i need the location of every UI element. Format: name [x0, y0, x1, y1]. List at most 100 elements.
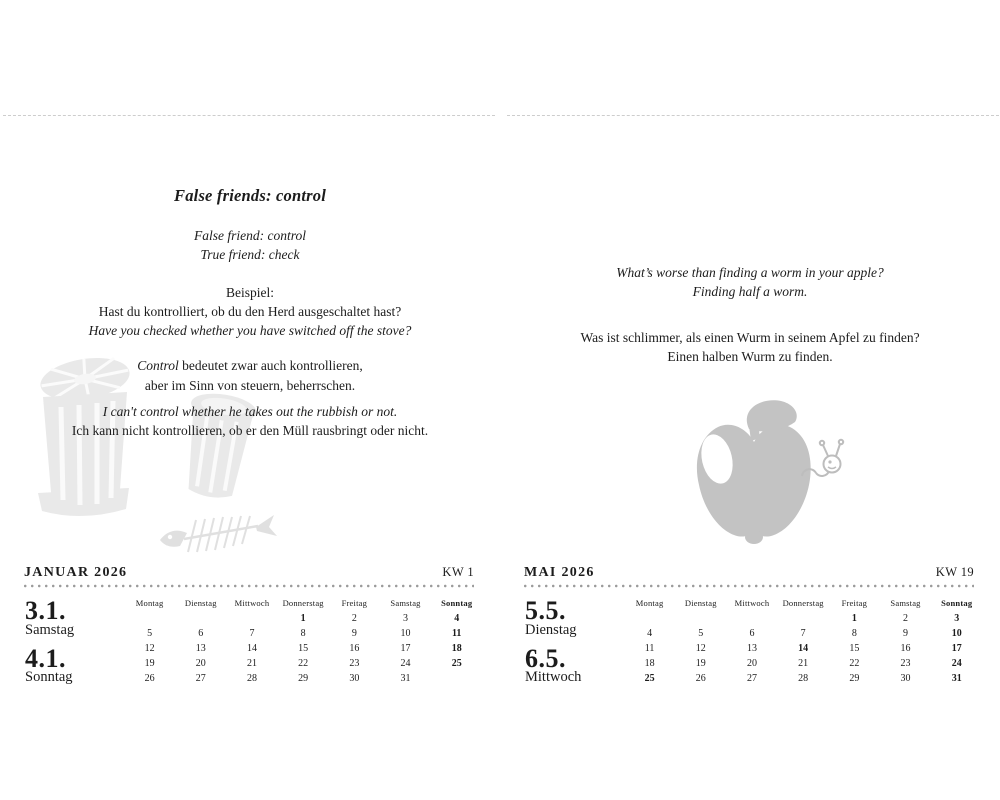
calendar-day: 31: [951, 673, 962, 684]
month-label: MAI 2026: [524, 565, 595, 580]
weekday-header: Montag: [135, 598, 164, 608]
calendar-day: 26: [144, 673, 155, 684]
fish-skeleton-icon: [160, 515, 277, 553]
tearoff-day-1: Samstag: [25, 622, 75, 638]
calendar-day: 3: [954, 613, 960, 624]
calendar-day: [175, 611, 226, 626]
calendar-day: 17: [951, 643, 962, 654]
calendar-day: 5: [698, 628, 704, 639]
calendar-day: 12: [695, 643, 706, 654]
calendar-day: 7: [800, 628, 806, 639]
month-grid: Montag Dienstag Mittwoch Donnerstag Freitag S…: [124, 595, 483, 686]
calendar-day: 1: [300, 613, 306, 624]
weekday-header: Dienstag: [684, 598, 717, 608]
example-block: Beispiel: Hast du kontrolliert, ob du de…: [0, 283, 500, 340]
calendar-day: 15: [298, 643, 309, 654]
calendar-day: 28: [798, 673, 809, 684]
calendar-day: 19: [144, 658, 155, 669]
false-friend-pair: False friend: control True friend: check: [0, 226, 500, 264]
joke-english-block: What’s worse than finding a worm in your…: [500, 263, 1000, 301]
calendar-day: 11: [644, 643, 655, 654]
calendar-day: 24: [951, 658, 962, 669]
week-number-label: KW 19: [935, 565, 974, 579]
month-label: JANUAR 2026: [24, 565, 128, 580]
left-calendar-page: False friends: control False friend: con…: [0, 115, 500, 686]
usage-german: Ich kann nicht kontrollieren, ob er den …: [71, 423, 429, 438]
calendar-day: 23: [900, 658, 911, 669]
trash-cans-icon: [38, 356, 257, 517]
calendar-day: 25: [451, 658, 462, 669]
tearoff-date-1: 3.1.: [25, 596, 66, 625]
calendar-day: 16: [349, 643, 360, 654]
calendar-day: [726, 611, 777, 626]
calendar-day: 25: [644, 673, 655, 684]
joke-german-block: Was ist schlimmer, als einen Wurm in sei…: [500, 328, 1000, 366]
calendar-day: 29: [849, 673, 860, 684]
calendar-day: 19: [695, 658, 706, 669]
calendar-day: 4: [647, 628, 653, 639]
calendar-day: 8: [300, 628, 306, 639]
calendar-day: 2: [903, 613, 909, 624]
calendar-day: 4: [454, 613, 460, 624]
perforation-line-right: [507, 115, 999, 116]
perforation-line-left: [3, 115, 495, 116]
tearoff-day-1: Dienstag: [525, 622, 577, 638]
weekday-header: Mittwoch: [734, 598, 770, 608]
dotted-separator: [524, 584, 974, 588]
weekday-header: Sonntag: [441, 598, 473, 608]
joke-english-line-2: Finding half a worm.: [692, 284, 808, 299]
calendar-day: [431, 671, 482, 686]
explanation-line-1-rest: bedeutet zwar auch kontrollieren,: [178, 358, 363, 373]
calendar-day: 30: [900, 673, 911, 684]
weekday-header: Donnerstag: [782, 598, 824, 608]
weekday-header: Dienstag: [184, 598, 217, 608]
calendar-month-row: MAI 2026 KW 19: [524, 565, 974, 581]
calendar-day: 6: [749, 628, 755, 639]
calendar-day: 22: [298, 658, 309, 669]
tearoff-date-2: 4.1.: [25, 644, 66, 673]
calendar-day: 18: [451, 643, 462, 654]
calendar-day: [778, 611, 829, 626]
calendar-day: 17: [400, 643, 411, 654]
weekday-header: Freitag: [341, 598, 368, 608]
calendar-day: 10: [951, 628, 962, 639]
calendar-day: 21: [246, 658, 257, 669]
example-label: Beispiel:: [226, 285, 274, 300]
explanation-line-1: Control bedeutet zwar auch kontrollieren…: [0, 356, 500, 376]
weekday-header: Freitag: [841, 598, 868, 608]
calendar-day: 2: [351, 613, 357, 624]
calendar-day: [226, 611, 277, 626]
calendar-day: 21: [798, 658, 809, 669]
calendar-day: 13: [746, 643, 757, 654]
calendar-day: [624, 611, 675, 626]
calendar-day: 9: [351, 628, 357, 639]
calendar-day: 18: [644, 658, 655, 669]
calendar-day: 8: [851, 628, 857, 639]
weekday-header: Samstag: [390, 598, 421, 608]
calendar-day: 14: [798, 643, 809, 654]
page-title: False friends: control: [174, 186, 326, 205]
weekday-header: Donnerstag: [282, 598, 324, 608]
calendar-day: 20: [195, 658, 206, 669]
weekday-header: Montag: [635, 598, 664, 608]
weekday-header: Samstag: [890, 598, 921, 608]
calendar-day: 27: [195, 673, 206, 684]
calendar-day: 20: [746, 658, 757, 669]
joke-english-line-1: What’s worse than finding a worm in your…: [616, 265, 884, 280]
tearoff-date-2: 6.5.: [525, 644, 566, 673]
calendar-day: 13: [195, 643, 206, 654]
calendar-day: 11: [451, 628, 462, 639]
calendar-day: 22: [849, 658, 860, 669]
weekday-header: Mittwoch: [234, 598, 270, 608]
calendar-day: 24: [400, 658, 411, 669]
month-grid: Montag Dienstag Mittwoch Donnerstag Freitag S…: [624, 595, 983, 686]
joke-german-line-1: Was ist schlimmer, als einen Wurm in sei…: [580, 330, 920, 345]
apple-with-worm-icon: [696, 400, 845, 544]
calendar-day: 10: [400, 628, 411, 639]
calendar-day: 26: [695, 673, 706, 684]
calendar-day: 29: [298, 673, 309, 684]
right-calendar-page: What’s worse than finding a worm in your…: [500, 0, 1000, 800]
calendar-month-row: JANUAR 2026 KW 1: [24, 565, 474, 581]
usage-english: I can't control whether he takes out the…: [102, 404, 398, 419]
tearoff-day-2: Mittwoch: [525, 669, 582, 685]
